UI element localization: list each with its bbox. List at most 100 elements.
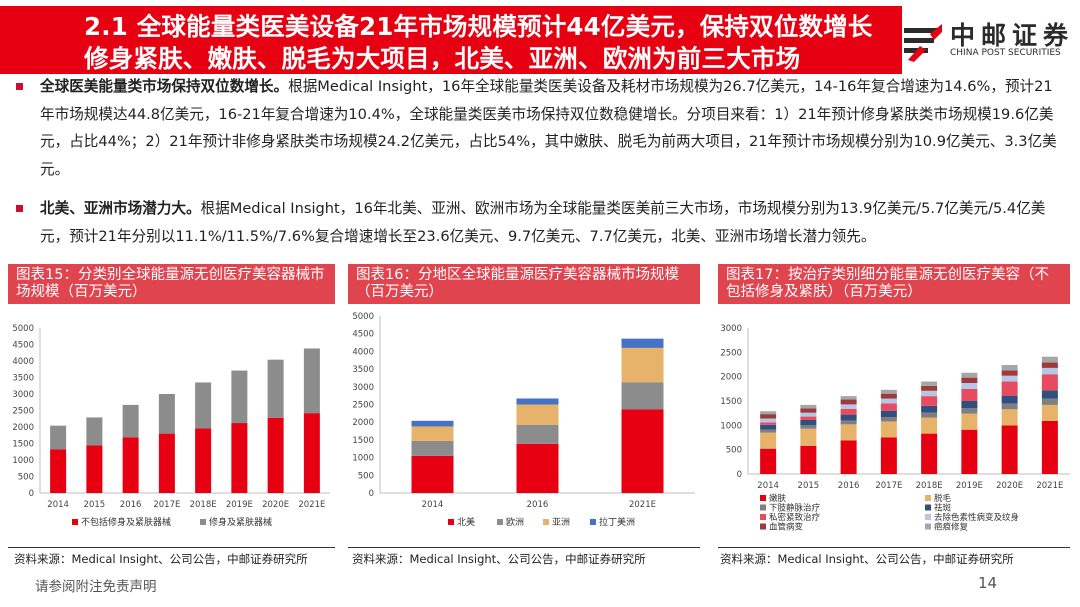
bar-segment [961, 377, 978, 383]
y-tick-label: 2500 [352, 401, 374, 411]
bar-segment [800, 419, 817, 426]
legend-swatch [925, 514, 931, 520]
bar-segment [122, 404, 139, 438]
bar-segment [411, 440, 454, 456]
legend-swatch [497, 519, 503, 525]
legend-swatch [925, 523, 931, 530]
chart17-title: 图表17：按治疗类别细分能量源无创医疗美容（不包括修身及紧肤）（百万美元） [718, 264, 1070, 304]
bar-segment [231, 370, 248, 424]
x-tick-label: 2014 [47, 500, 69, 510]
bar-segment [516, 404, 559, 425]
x-tick-label: 2018E [190, 500, 217, 510]
y-tick-label: 0 [29, 489, 34, 499]
bar-segment [840, 414, 857, 421]
x-tick-label: 2021E [629, 500, 656, 510]
chart15-source: 资料来源：Medical Insight、公司公告，中邮证券研究所 [14, 552, 308, 566]
bar-segment [921, 396, 938, 406]
bar-segment [840, 396, 857, 400]
bar-segment [800, 404, 817, 409]
bar-segment [800, 428, 817, 446]
title-banner [0, 6, 902, 74]
bar-segment [122, 437, 139, 493]
y-tick-label: 3500 [352, 365, 374, 375]
y-tick-label: 3000 [12, 390, 34, 400]
bar-segment [516, 443, 559, 493]
source-divider [348, 547, 700, 548]
x-tick-label: 2020E [262, 500, 289, 510]
bar-segment [50, 449, 67, 493]
legend-label: 私密紧致治疗 [769, 512, 821, 523]
legend-swatch [925, 504, 931, 511]
y-tick-label: 500 [358, 471, 374, 481]
x-tick-label: 2014 [757, 481, 779, 491]
x-tick-label: 2018E [916, 481, 943, 491]
x-tick-label: 2014 [422, 500, 444, 510]
legend-label: 拉丁美洲 [599, 516, 635, 528]
legend-swatch [925, 495, 931, 501]
bar-segment [880, 410, 897, 418]
legend-label: 下肢静脉治疗 [769, 503, 821, 514]
bar-segment [921, 433, 938, 474]
bar-segment [800, 412, 817, 417]
y-tick-label: 3000 [352, 383, 374, 393]
y-tick-label: 4000 [12, 357, 34, 367]
bar-segment [840, 424, 857, 441]
bar-segment [1001, 403, 1018, 410]
y-tick-label: 2000 [12, 423, 34, 433]
bar-segment [158, 433, 175, 493]
bullet-marker [16, 205, 23, 212]
bar-segment [840, 440, 857, 474]
bar-segment [411, 420, 454, 427]
bar-segment [961, 372, 978, 378]
bar-segment [800, 408, 817, 413]
x-tick-label: 2021E [298, 500, 325, 510]
source-divider [8, 547, 335, 548]
legend-label: 祛斑 [934, 503, 952, 514]
x-tick-label: 2015 [798, 481, 820, 491]
y-tick-label: 1500 [720, 397, 742, 407]
chart17-plot: 0 500 1000 1500 2000 2500 3000 2014 2015 2016 2017… [720, 324, 1070, 533]
chart15-plot: 0 500 1000 1500 2000 2500 3000 3500 4000 4500 5000… [12, 324, 330, 528]
x-tick-label: 2019E [956, 481, 983, 491]
bar-segment [760, 418, 777, 423]
bar-segment [158, 394, 175, 434]
bar-segment [800, 416, 817, 420]
y-tick-label: 5000 [352, 312, 374, 322]
legend-label: 北美 [457, 516, 475, 528]
bar-segment [760, 424, 777, 430]
bar-segment [760, 411, 777, 415]
legend-swatch [448, 519, 454, 525]
logo-text-cn: 中邮证券 [950, 21, 1075, 50]
legend-swatch [200, 519, 206, 525]
chart16-source: 资料来源：Medical Insight、公司公告，中邮证券研究所 [352, 552, 646, 566]
bar-segment [303, 413, 320, 493]
bar-segment [1001, 425, 1018, 474]
paragraph-market-growth: 全球医美能量类市场保持双位数增长。根据Medical Insight，16年全球… [40, 73, 1060, 183]
page-number: 14 [978, 574, 998, 592]
bar-segment [760, 448, 777, 474]
bar-segment [516, 424, 559, 444]
page-title-line1: 2.1 全球能量类医美设备21年市场规模预计44亿美元，保持双位数增长 [84, 12, 873, 41]
y-tick-label: 1500 [352, 436, 374, 446]
bar-segment [1041, 362, 1058, 368]
bar-segment [1041, 404, 1058, 421]
source-divider [718, 547, 1070, 548]
y-tick-label: 1000 [720, 421, 742, 431]
bar-segment [621, 382, 664, 410]
x-tick-label: 2016 [527, 500, 549, 510]
legend-swatch [760, 514, 766, 520]
bar-segment [1001, 370, 1018, 376]
bar-segment [921, 417, 938, 434]
bar-segment [621, 347, 664, 383]
x-tick-label: 2017E [153, 500, 180, 510]
legend-swatch [543, 519, 549, 525]
bar-segment [840, 420, 857, 425]
y-tick-label: 4500 [12, 341, 34, 351]
legend-swatch [760, 523, 766, 530]
bar-segment [86, 417, 103, 446]
y-tick-label: 2000 [720, 373, 742, 383]
bar-segment [961, 408, 978, 414]
y-tick-label: 3500 [12, 374, 34, 384]
legend-label: 脱毛 [934, 493, 952, 504]
bar-segment [231, 423, 248, 493]
